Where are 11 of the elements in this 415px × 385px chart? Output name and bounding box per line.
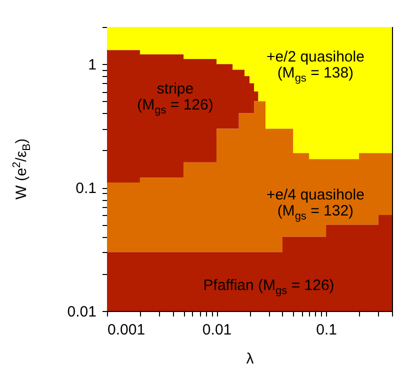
y-tick-label: 1 — [88, 56, 96, 74]
x-axis-title: λ — [246, 350, 254, 368]
x-tick-label: 0.001 — [108, 322, 146, 338]
x-tick-label: 0.1 — [316, 322, 337, 338]
y-tick-label: 0.01 — [67, 304, 96, 320]
series-label: stripe (M$_{gs}$ = 126) — [137, 80, 214, 117]
series-label: +e/4 quasihole (M$_{gs}$ = 132) — [266, 186, 364, 223]
y-tick-label: 0.1 — [76, 180, 96, 198]
series-label: +e/2 quasihole (M$_{gs}$ = 138) — [266, 48, 364, 85]
series-label: Pfaffian (M$_{gs}$ = 126) — [203, 276, 334, 298]
x-tick-label: 0.01 — [202, 322, 232, 338]
